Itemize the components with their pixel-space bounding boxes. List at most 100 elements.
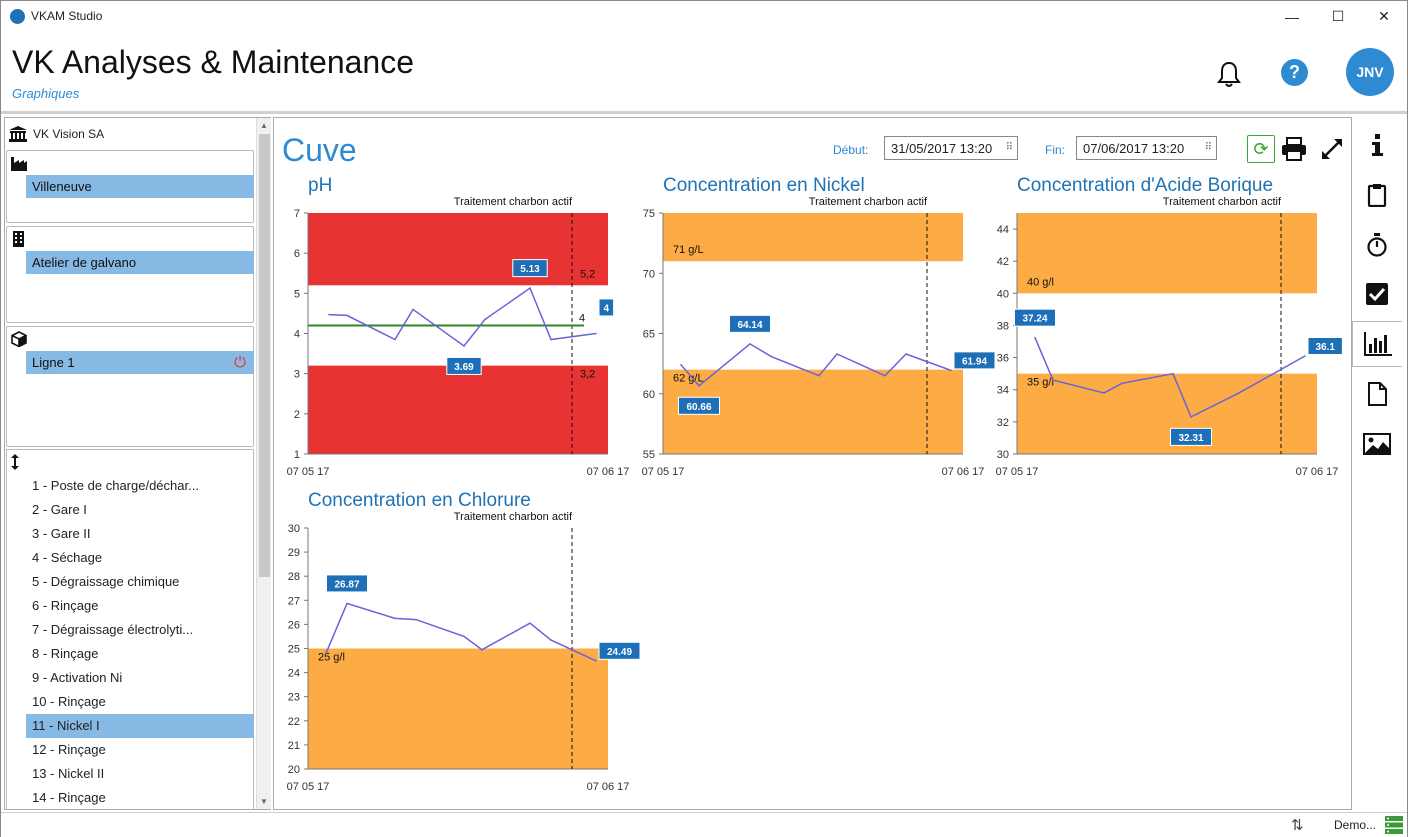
station-item[interactable]: 4 - Séchage (32, 550, 103, 565)
close-button[interactable]: ✕ (1378, 8, 1390, 24)
station-item[interactable]: 2 - Gare I (32, 502, 87, 517)
fin-date-input[interactable]: 07/06/2017 13:20 ⠿ (1076, 136, 1217, 160)
station-item[interactable]: 8 - Rinçage (32, 646, 99, 661)
data-point (550, 338, 552, 341)
scroll-down-icon[interactable]: ▼ (260, 797, 268, 806)
x-tick-label: 07 06 17 (942, 466, 985, 478)
data-label-box (512, 259, 548, 278)
status-bar: ⇅ Demo... (1, 812, 1407, 837)
clipboard-button[interactable] (1352, 172, 1402, 218)
y-tick-label: 44 (997, 224, 1009, 236)
calendar-icon[interactable]: ⠿ (1005, 142, 1013, 153)
database-label: Demo... (1334, 818, 1377, 832)
data-point (1172, 372, 1174, 375)
checklist-button[interactable] (1352, 271, 1402, 317)
data-point (680, 364, 682, 366)
station-item[interactable]: 14 - Rinçage (32, 790, 106, 805)
sync-arrows-icon[interactable]: ⇅ (1291, 817, 1304, 834)
y-tick-label: 21 (288, 740, 300, 752)
org-row[interactable]: VK Vision SA (9, 126, 104, 142)
y-tick-label: 22 (288, 716, 300, 728)
station-item[interactable]: 9 - Activation Ni (32, 670, 123, 685)
y-tick-label: 38 (997, 320, 1009, 332)
data-point (1121, 382, 1123, 385)
station-item[interactable]: 10 - Rinçage (32, 694, 106, 709)
treatment-annotation: Traitement charbon actif (454, 511, 573, 523)
debut-label: Début: (833, 143, 869, 157)
station-item[interactable]: 7 - Dégraissage électrolyti... (32, 622, 194, 637)
y-tick-label: 60 (643, 389, 655, 401)
info-button[interactable] (1352, 122, 1402, 168)
y-tick-label: 70 (643, 268, 655, 280)
sidebar-scrollbar[interactable]: ▲ ▼ (256, 118, 271, 809)
data-point (394, 617, 396, 620)
y-tick-label: 5 (294, 288, 300, 300)
data-label: 61.94 (962, 356, 987, 367)
data-label: 24.49 (607, 647, 632, 658)
data-point (529, 622, 531, 624)
data-label: 4 (604, 303, 610, 314)
x-tick-label: 07 06 17 (1296, 466, 1339, 478)
station-item[interactable]: 5 - Dégraissage chimique (32, 574, 180, 589)
station-item[interactable]: 13 - Nickel II (32, 766, 105, 781)
treatment-annotation: Traitement charbon actif (454, 196, 573, 208)
data-label-box (1014, 308, 1056, 327)
y-tick-label: 30 (288, 523, 300, 535)
zone-label: 25 g/l (318, 652, 345, 664)
site-item[interactable]: Villeneuve (26, 175, 254, 198)
calendar-icon[interactable]: ⠿ (1204, 142, 1212, 153)
scroll-up-icon[interactable]: ▲ (260, 121, 268, 130)
server-icon[interactable] (1385, 816, 1403, 834)
workshop-item[interactable]: Atelier de galvano (26, 251, 254, 274)
data-point (818, 374, 820, 377)
image-button[interactable] (1352, 421, 1402, 467)
data-point (1052, 379, 1054, 381)
fullscreen-button[interactable] (1318, 135, 1346, 163)
sort-vertical-icon (11, 454, 19, 470)
org-name: VK Vision SA (33, 127, 105, 141)
zone-band (308, 365, 608, 454)
y-tick-label: 28 (288, 571, 300, 583)
line-item[interactable]: Ligne 1 ⏻ (26, 351, 254, 374)
timer-button[interactable] (1352, 222, 1402, 268)
data-point (698, 384, 700, 387)
scrollbar-thumb[interactable] (259, 134, 270, 577)
debut-date-input[interactable]: 31/05/2017 13:20 ⠿ (884, 136, 1018, 160)
station-item[interactable]: 1 - Poste de charge/déchar... (32, 478, 199, 493)
zone-band (1017, 213, 1317, 294)
y-tick-label: 4 (294, 329, 300, 341)
treatment-annotation: Traitement charbon actif (809, 196, 928, 208)
info-icon (1372, 134, 1383, 156)
y-tick-label: 2 (294, 409, 300, 421)
data-label-box (446, 356, 482, 375)
refresh-button[interactable]: ⟳ (1247, 135, 1275, 163)
data-point (905, 353, 907, 355)
data-point (346, 314, 348, 317)
data-label: 64.14 (737, 320, 762, 331)
station-item[interactable]: 11 - Nickel I (26, 714, 254, 738)
bell-icon[interactable] (1214, 59, 1244, 89)
station-item[interactable]: 3 - Gare II (32, 526, 91, 541)
avatar[interactable]: JNV (1346, 48, 1394, 96)
maximize-button[interactable]: ☐ (1331, 8, 1345, 24)
charts-button[interactable] (1352, 321, 1402, 367)
bar-chart-icon (1363, 332, 1392, 356)
power-icon[interactable]: ⏻ (234, 354, 246, 371)
station-item[interactable]: 12 - Rinçage (32, 742, 106, 757)
sidebar: VK Vision SA Villeneuve Atelier de galva… (4, 117, 271, 810)
data-label-box (326, 574, 368, 593)
print-button[interactable] (1280, 135, 1308, 163)
y-tick-label: 65 (643, 329, 655, 341)
data-label-box (1307, 336, 1343, 355)
data-label: 60.66 (686, 402, 711, 413)
data-label: 26.87 (334, 579, 359, 590)
document-button[interactable] (1352, 371, 1402, 417)
help-icon[interactable]: ? (1281, 59, 1308, 86)
data-point (1103, 392, 1105, 394)
minimize-button[interactable]: — (1285, 8, 1299, 25)
y-tick-label: 1 (294, 449, 300, 461)
data-label: 3.69 (454, 362, 474, 373)
station-item[interactable]: 6 - Rinçage (32, 598, 99, 613)
x-tick-label: 07 05 17 (287, 781, 330, 793)
data-point (550, 639, 552, 641)
